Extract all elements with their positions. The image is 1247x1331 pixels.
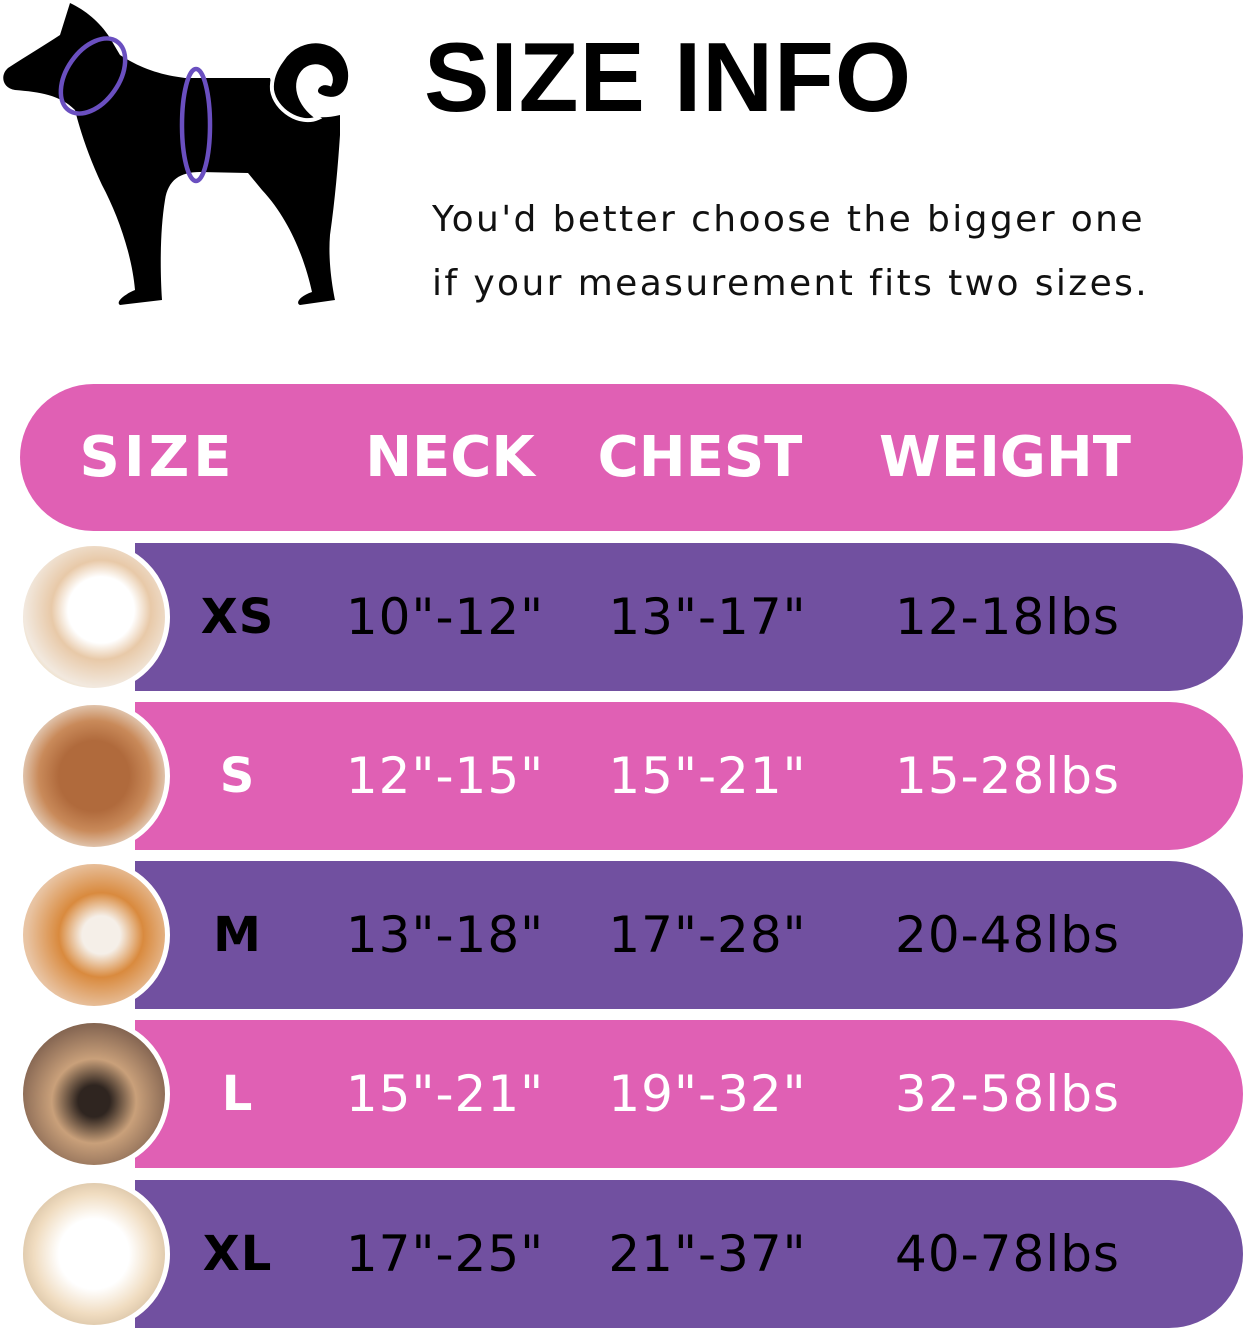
size-advice: You'd better choose the bigger one if yo… bbox=[432, 188, 1149, 316]
cell-neck: 17"-25" bbox=[345, 1225, 545, 1283]
cell-chest: 17"-28" bbox=[608, 906, 807, 964]
cell-neck: 12"-15" bbox=[345, 747, 545, 805]
cell-size: XL bbox=[202, 1226, 273, 1282]
cell-size: L bbox=[221, 1066, 254, 1122]
header-weight: WEIGHT bbox=[879, 425, 1131, 490]
row-bar bbox=[135, 861, 1243, 1009]
header-neck: NECK bbox=[365, 425, 535, 490]
cell-weight: 15-28lbs bbox=[895, 747, 1120, 805]
page-title: SIZE INFO bbox=[424, 22, 913, 132]
table-row: L 15"-21" 19"-32" 32-58lbs bbox=[0, 1018, 1247, 1170]
pomeranian-photo bbox=[18, 541, 170, 693]
header-size: SIZE bbox=[79, 425, 236, 490]
cell-size: XS bbox=[200, 589, 275, 645]
row-bar bbox=[135, 702, 1243, 850]
header-chest: CHEST bbox=[597, 425, 803, 490]
cell-neck: 10"-12" bbox=[345, 588, 545, 646]
dog-measurement-icon bbox=[3, 3, 353, 305]
french-bulldog-photo bbox=[18, 1018, 170, 1170]
cell-neck: 13"-18" bbox=[345, 906, 545, 964]
table-row: XS 10"-12" 13"-17" 12-18lbs bbox=[0, 541, 1247, 693]
table-header: SIZE NECK CHEST WEIGHT bbox=[20, 384, 1243, 531]
cell-size: S bbox=[219, 748, 256, 804]
labrador-photo bbox=[18, 1178, 170, 1330]
shiba-photo bbox=[18, 859, 170, 1011]
cell-weight: 40-78lbs bbox=[895, 1225, 1120, 1283]
table-row: S 12"-15" 15"-21" 15-28lbs bbox=[0, 700, 1247, 852]
cell-chest: 21"-37" bbox=[608, 1225, 807, 1283]
row-bar bbox=[135, 543, 1243, 691]
cell-size: M bbox=[213, 907, 262, 963]
cell-weight: 32-58lbs bbox=[895, 1065, 1120, 1123]
table-row: XL 17"-25" 21"-37" 40-78lbs bbox=[0, 1178, 1247, 1330]
cell-weight: 20-48lbs bbox=[895, 906, 1120, 964]
cell-weight: 12-18lbs bbox=[895, 588, 1120, 646]
poodle-photo bbox=[18, 700, 170, 852]
cell-chest: 19"-32" bbox=[608, 1065, 807, 1123]
row-bar bbox=[135, 1180, 1243, 1328]
row-bar bbox=[135, 1020, 1243, 1168]
size-advice-line: You'd better choose the bigger one bbox=[432, 199, 1145, 240]
cell-chest: 13"-17" bbox=[608, 588, 807, 646]
cell-neck: 15"-21" bbox=[345, 1065, 545, 1123]
cell-chest: 15"-21" bbox=[608, 747, 807, 805]
size-advice-line: if your measurement fits two sizes. bbox=[432, 263, 1150, 304]
table-row: M 13"-18" 17"-28" 20-48lbs bbox=[0, 859, 1247, 1011]
